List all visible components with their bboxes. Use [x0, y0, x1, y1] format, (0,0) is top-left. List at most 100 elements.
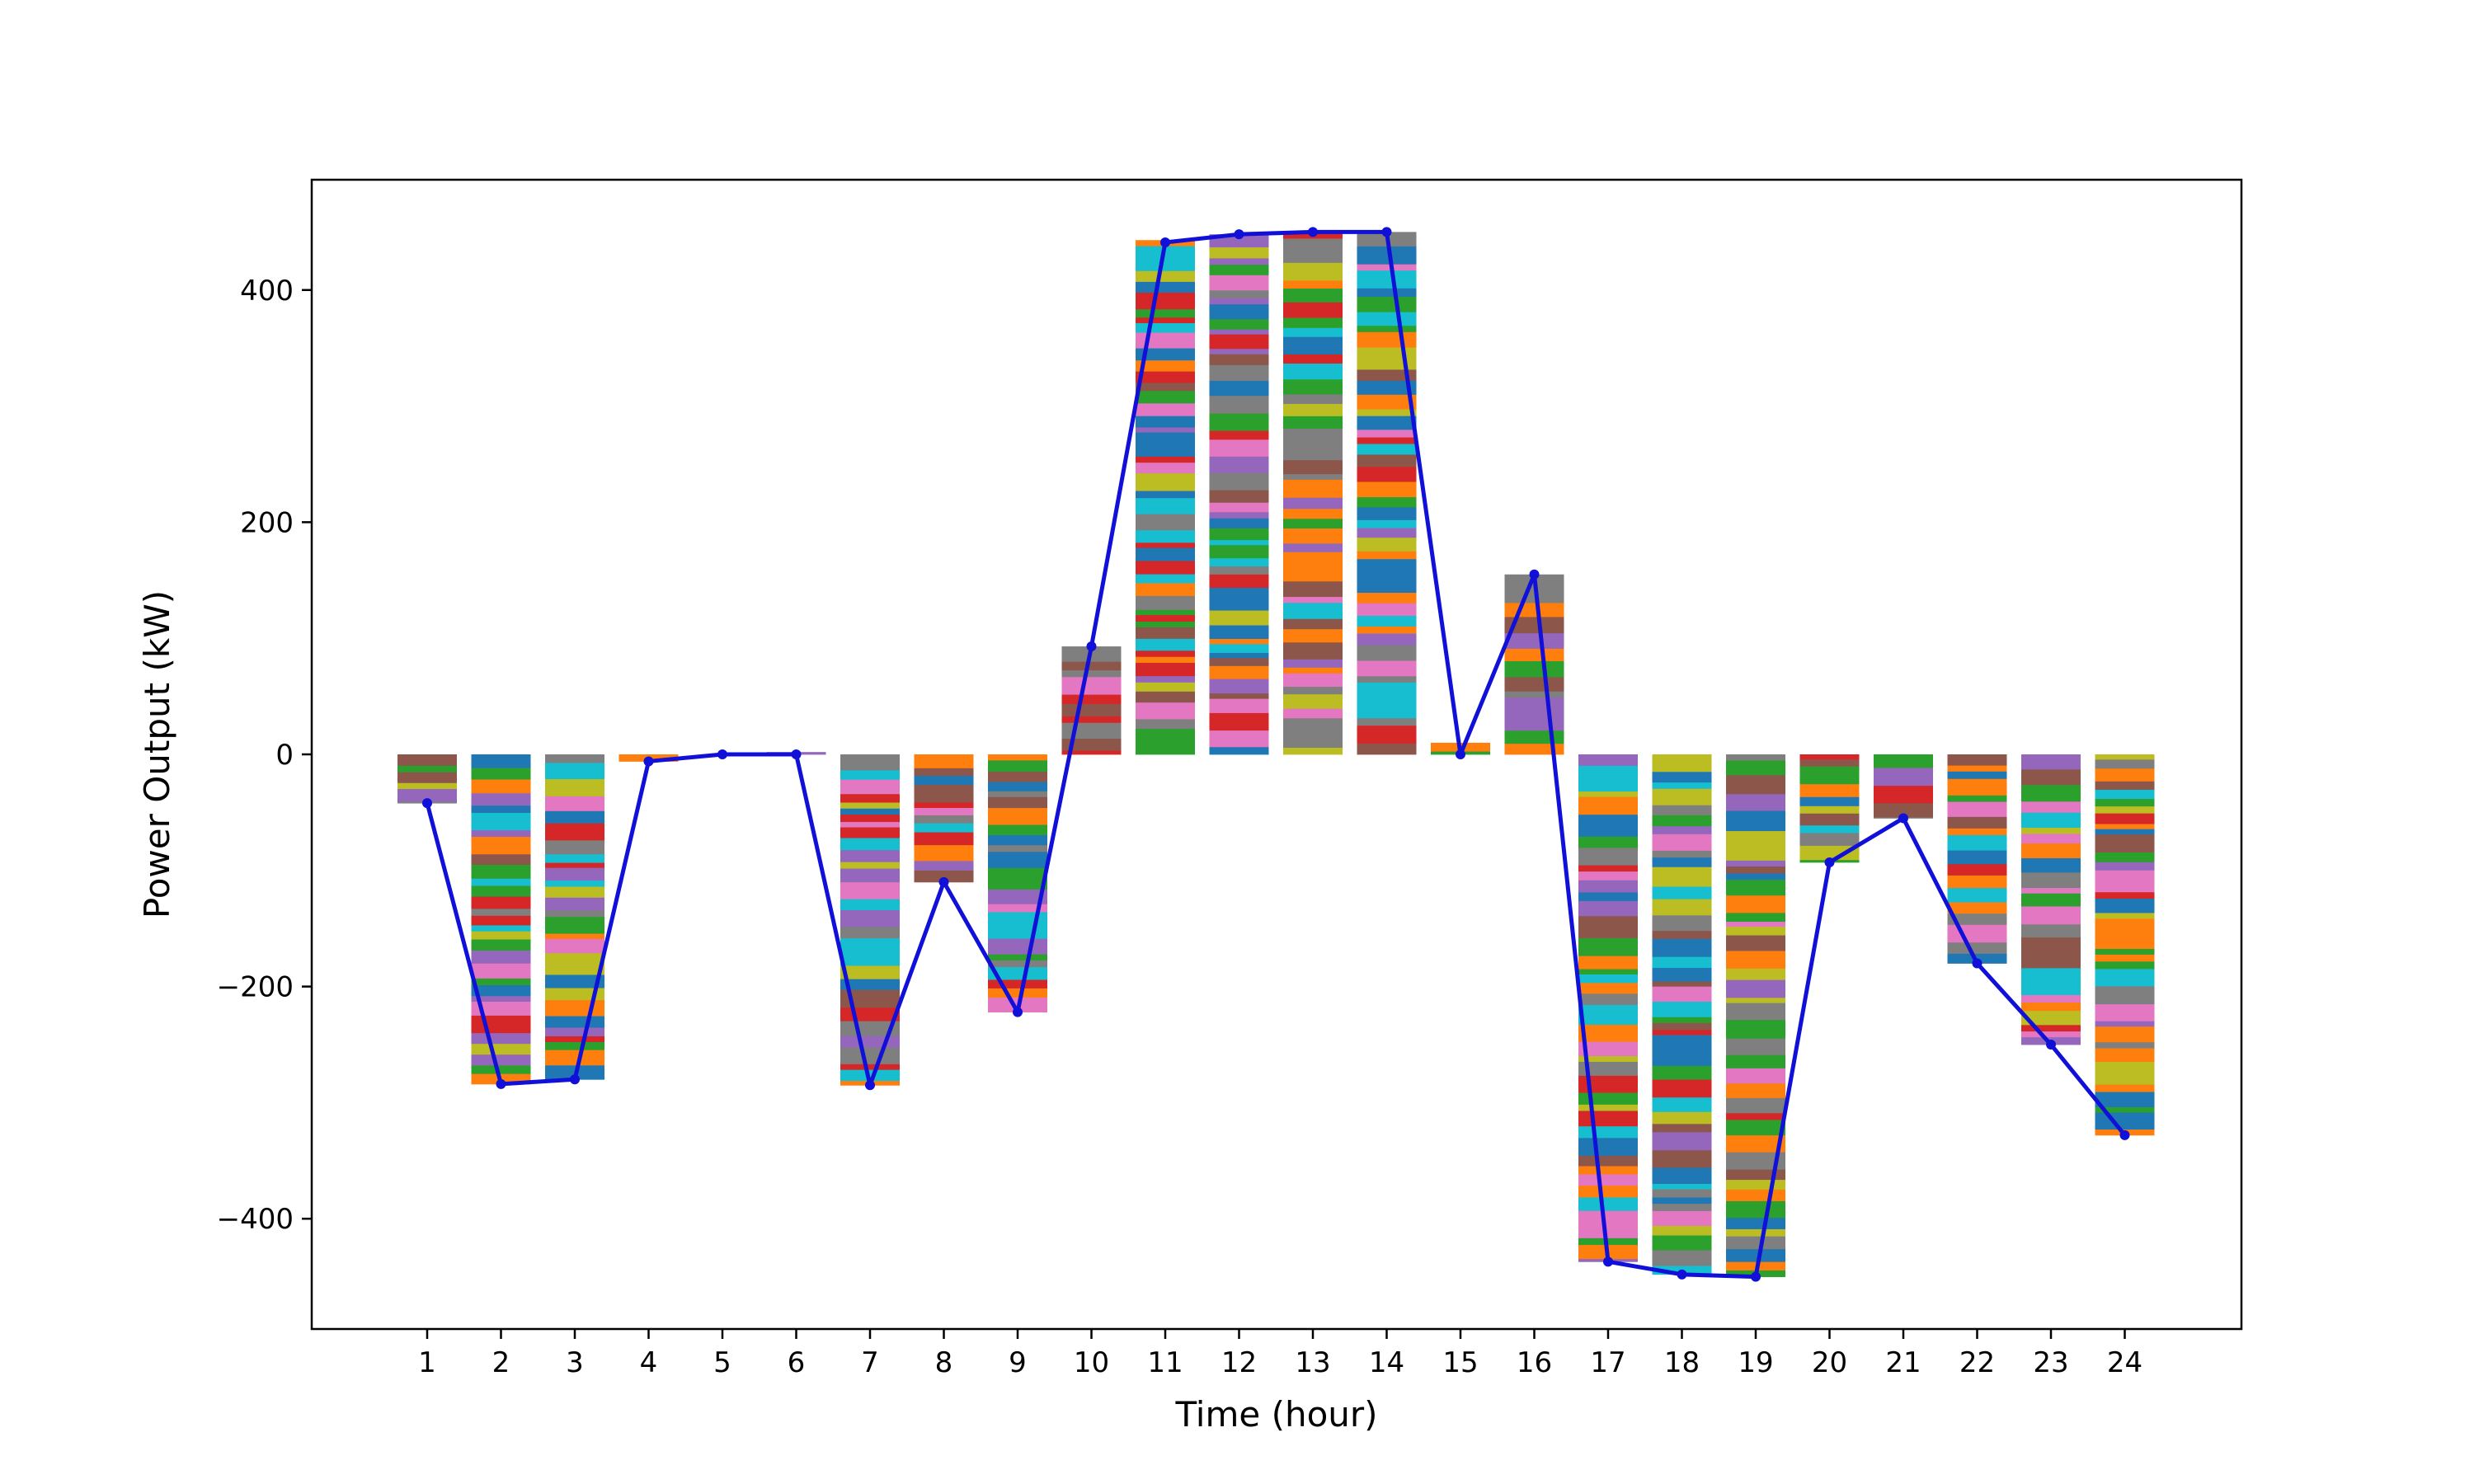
bar-segment — [1209, 730, 1269, 748]
bar-segment — [1652, 1184, 1712, 1190]
bar-segment — [1357, 246, 1417, 265]
bar-segment — [1136, 292, 1195, 310]
bar-segment — [1578, 1126, 1638, 1139]
bar-segment — [397, 772, 457, 784]
bar-segment — [1136, 403, 1195, 417]
bar-segment — [1874, 768, 1933, 787]
bar-segment — [2021, 893, 2081, 900]
bar-segment — [914, 776, 974, 786]
bar-segment — [1578, 765, 1638, 777]
bar-segment — [1357, 704, 1417, 719]
bar-segment — [1283, 587, 1343, 598]
bar-segment — [840, 770, 900, 781]
x-tick-label: 1 — [418, 1346, 436, 1379]
bar-segment — [840, 927, 900, 939]
bar-segment — [1357, 576, 1417, 594]
bar-segment — [1061, 739, 1122, 751]
bar-segment — [1283, 629, 1343, 643]
bar-segment — [1283, 708, 1343, 719]
bar-segment — [1209, 518, 1269, 529]
bar-segment — [1357, 430, 1417, 439]
line-point — [1751, 1271, 1761, 1282]
line-point — [865, 1080, 875, 1091]
bar-segment — [1357, 603, 1417, 617]
bar-segment — [1283, 363, 1343, 380]
bar-segment — [1578, 969, 1638, 975]
bar-segment — [1357, 593, 1417, 604]
bar-segment — [471, 996, 531, 1003]
bar-segment — [1652, 986, 1712, 1003]
bar-segment — [1504, 617, 1564, 634]
bar-segment — [1652, 772, 1712, 783]
x-tick-label: 4 — [640, 1346, 658, 1379]
bar-segment — [914, 807, 974, 816]
bar-segment — [2021, 828, 2081, 834]
bar-segment — [1726, 1236, 1785, 1250]
bar-segment — [545, 988, 604, 1001]
bar-segment — [1061, 677, 1122, 696]
bar-segment — [1726, 1038, 1785, 1056]
bar-segment — [1209, 456, 1269, 474]
bar-segment — [1283, 479, 1343, 499]
bar-segment — [1578, 754, 1638, 767]
bar-segment — [1283, 543, 1343, 553]
bar-segment — [1136, 360, 1195, 373]
bar-segment — [2021, 994, 2081, 1003]
bar-segment — [1357, 645, 1417, 661]
bar-segment — [988, 782, 1047, 792]
bar-segment — [471, 813, 531, 831]
bar-segment — [471, 830, 531, 838]
bar-segment — [545, 897, 604, 911]
bar-segment — [914, 845, 974, 862]
bar-segment — [840, 989, 900, 1008]
bar-hour-24 — [2095, 754, 2155, 1136]
bar-segment — [2021, 951, 2081, 969]
bar-hour-16 — [1504, 574, 1564, 755]
bar-segment — [988, 824, 1047, 836]
bar-segment — [1504, 744, 1564, 755]
bar-segment — [1283, 416, 1343, 430]
bar-segment — [471, 951, 531, 965]
bar-segment — [1209, 354, 1269, 366]
bar-segment — [2095, 1042, 2155, 1049]
bar-segment — [1061, 703, 1122, 717]
bar-hour-22 — [1947, 754, 2007, 964]
bar-segment — [988, 754, 1047, 761]
bar-segment — [1578, 956, 1638, 970]
bar-segment — [840, 1069, 900, 1082]
bar-hour-9 — [988, 754, 1047, 1012]
bar-segment — [2021, 801, 2081, 814]
bar-segment — [1209, 298, 1269, 305]
bar-segment — [2021, 1011, 2081, 1026]
bar-segment — [1357, 743, 1417, 755]
bar-segment — [1947, 771, 2007, 780]
bar-segment — [1357, 660, 1417, 677]
bar-segment — [1136, 656, 1195, 664]
bar-segment — [1283, 460, 1343, 475]
bar-segment — [1726, 1068, 1785, 1084]
bar-segment — [1578, 796, 1638, 815]
bar-segment — [1357, 726, 1417, 731]
bar-segment — [1283, 687, 1343, 695]
bar-segment — [1209, 275, 1269, 291]
bar-segment — [1726, 979, 1785, 998]
bar-segment — [471, 939, 531, 951]
bar-segment — [1209, 290, 1269, 298]
bar-segment — [840, 1036, 900, 1049]
bar-segment — [840, 910, 900, 928]
bar-segment — [1726, 1228, 1785, 1237]
bar-segment — [1652, 1124, 1712, 1133]
bar-segment — [471, 896, 531, 909]
line-point — [1898, 813, 1908, 824]
bar-segment — [545, 933, 604, 940]
bar-segment — [1726, 754, 1785, 761]
bar-segment — [1357, 444, 1417, 455]
bar-segment — [914, 785, 974, 803]
bar-segment — [1652, 1210, 1712, 1227]
bar-segment — [1283, 354, 1343, 364]
bar-segment — [1283, 262, 1343, 281]
bar-segment — [2095, 759, 2155, 769]
bar-segment — [545, 823, 604, 834]
bar-segment — [397, 765, 457, 773]
bar-segment — [1578, 821, 1638, 838]
